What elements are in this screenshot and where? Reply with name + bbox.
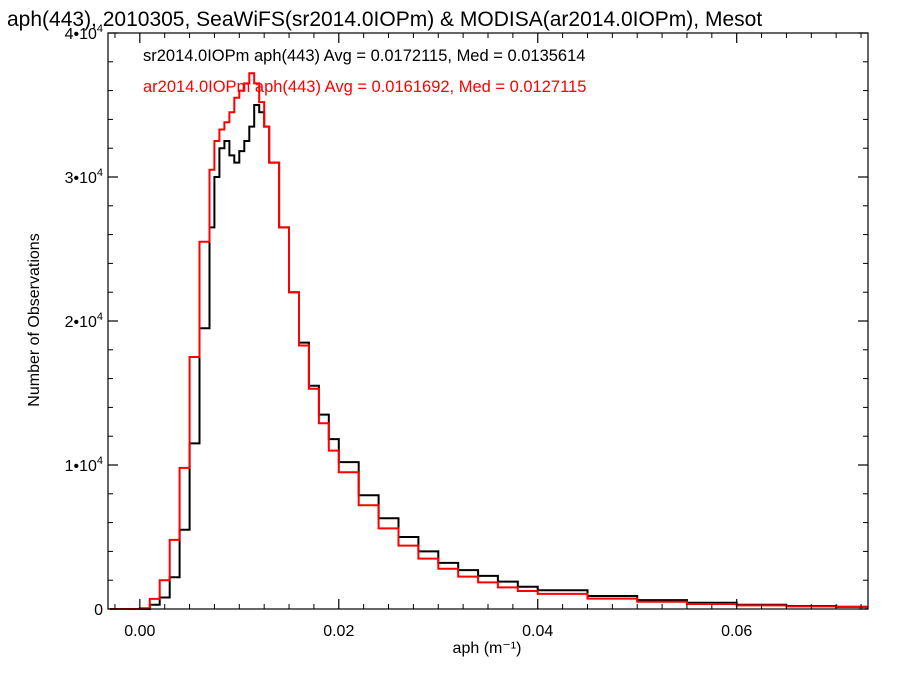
series-line-1 bbox=[110, 104, 868, 610]
y-tick-label: 3•104 bbox=[65, 167, 103, 187]
x-tick-label: 0.02 bbox=[323, 623, 354, 640]
x-tick-label: 0.00 bbox=[124, 623, 155, 640]
series-layer bbox=[110, 72, 868, 610]
legend-entry-series-2: ar2014.0IOPm aph(443) Avg = 0.0161692, M… bbox=[143, 78, 586, 96]
y-tick-label: 1•104 bbox=[65, 455, 103, 475]
x-tick-label: 0.06 bbox=[721, 623, 752, 640]
x-tick-label: 0.04 bbox=[522, 623, 553, 640]
y-tick-label: 4•104 bbox=[65, 23, 103, 43]
x-axis-label: aph (m⁻¹) bbox=[453, 640, 522, 657]
legend-entry-series-1: sr2014.0IOPm aph(443) Avg = 0.0172115, M… bbox=[143, 47, 585, 65]
chart-title: aph(443), 2010305, SeaWiFS(sr2014.0IOPm)… bbox=[7, 8, 762, 31]
y-axis: 0 1•104 2•104 3•104 4•104 bbox=[65, 23, 868, 619]
y-axis-label: Number of Observations bbox=[26, 233, 43, 406]
series-line-2 bbox=[110, 72, 868, 610]
plot-frame bbox=[107, 32, 869, 610]
x-axis: 0.00 0.02 0.04 0.06 bbox=[114, 33, 862, 640]
legend: sr2014.0IOPm aph(443) Avg = 0.0172115, M… bbox=[143, 47, 586, 96]
y-tick-label: 2•104 bbox=[65, 311, 103, 331]
y-tick-label: 0 bbox=[94, 602, 103, 619]
